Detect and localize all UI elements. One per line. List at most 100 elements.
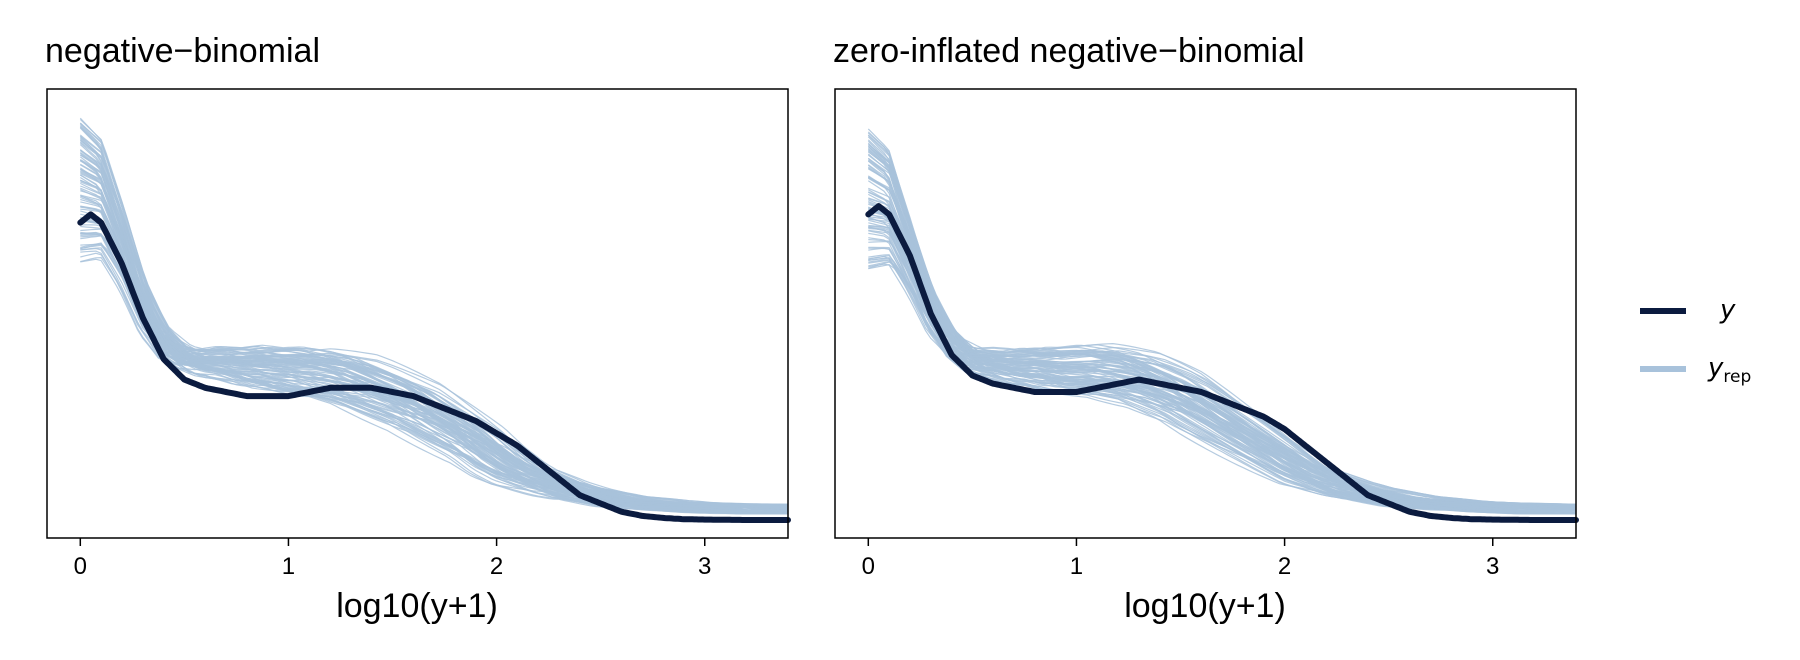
yrep-line [867, 154, 1577, 514]
yrep-line [867, 177, 1577, 508]
yrep-line [80, 206, 788, 515]
yrep-line [868, 254, 1577, 513]
yrep-line [80, 164, 789, 515]
yrep-line [80, 171, 788, 515]
x-axis-title: log10(y+1) [1124, 587, 1286, 625]
yrep-line [80, 231, 788, 515]
x-axis: 0 1 2 3 [862, 538, 1499, 580]
yrep-line [867, 140, 1577, 510]
yrep-line [80, 173, 789, 514]
yrep-line [867, 143, 1577, 510]
yrep-line [80, 182, 788, 508]
yrep-line [80, 243, 789, 510]
yrep-line [867, 145, 1577, 508]
yrep-line [79, 174, 789, 508]
yrep-line [80, 220, 789, 514]
yrep-line [867, 149, 1577, 511]
x-tick-label: 0 [862, 553, 875, 580]
x-tick-label: 1 [282, 553, 295, 580]
yrep-line [867, 148, 1577, 507]
yrep-line [80, 235, 789, 515]
yrep-line [80, 198, 789, 513]
yrep-line [868, 227, 1576, 515]
yrep-line [867, 132, 1576, 515]
yrep-line [79, 124, 789, 511]
panel-zero-inflated-negative-binomial: zero-inflated negative−binomial 0 1 2 3 log… [833, 32, 1579, 625]
yrep-line [868, 254, 1577, 513]
yrep-line [80, 168, 789, 513]
yrep-line [868, 259, 1577, 508]
y-line-group [865, 203, 1579, 523]
x-axis-title: log10(y+1) [336, 587, 498, 625]
yrep-line [867, 135, 1577, 511]
yrep-line [867, 157, 1577, 510]
yrep-line [80, 163, 788, 515]
x-tick-label: 3 [1486, 553, 1499, 580]
yrep-line [80, 217, 788, 509]
yrep-line [79, 144, 788, 508]
yrep-line [79, 138, 789, 507]
yrep-line [79, 160, 788, 515]
yrep-line [79, 137, 789, 509]
yrep-line [868, 260, 1577, 508]
panel-title: negative−binomial [45, 32, 320, 70]
yrep-lines [79, 117, 789, 515]
yrep-line [868, 168, 1577, 515]
yrep-line [79, 140, 788, 515]
yrep-line [79, 152, 788, 515]
yrep-line [867, 131, 1576, 515]
yrep-line [80, 228, 788, 515]
x-tick-label: 1 [1070, 553, 1083, 580]
yrep-lines [867, 128, 1577, 515]
yrep-line [868, 203, 1577, 515]
yrep-line [867, 160, 1577, 507]
yrep-line [867, 128, 1577, 514]
yrep-line [79, 135, 788, 515]
yrep-line [79, 117, 789, 513]
yrep-line [79, 154, 788, 515]
yrep-line [79, 159, 789, 512]
yrep-line [868, 263, 1577, 505]
legend: y yrep [1640, 295, 1751, 387]
yrep-line [79, 134, 789, 514]
yrep-line [79, 139, 788, 515]
legend-yrep-label: yrep [1707, 353, 1751, 387]
yrep-line [79, 169, 788, 508]
y-line [865, 203, 1579, 523]
yrep-line [868, 206, 1577, 507]
yrep-line [79, 149, 789, 513]
x-axis: 0 1 2 3 [74, 538, 711, 580]
yrep-line [868, 257, 1576, 508]
yrep-line [80, 158, 788, 515]
yrep-line [867, 142, 1577, 506]
yrep-line [868, 259, 1577, 508]
yrep-line [867, 145, 1577, 508]
yrep-line [80, 233, 789, 510]
yrep-line [79, 154, 789, 514]
yrep-line [80, 232, 788, 515]
yrep-line [867, 167, 1577, 513]
yrep-line [79, 118, 789, 514]
plot-frame [834, 88, 1577, 539]
yrep-line [867, 160, 1577, 514]
legend-y-label: y [1719, 295, 1736, 325]
yrep-line [79, 159, 789, 515]
yrep-line [867, 166, 1577, 509]
y-line-group [77, 211, 791, 523]
yrep-line [867, 175, 1577, 510]
yrep-line [79, 122, 789, 513]
yrep-line [868, 247, 1577, 515]
yrep-line [867, 164, 1577, 512]
yrep-line [80, 225, 789, 510]
yrep-line [867, 139, 1577, 509]
x-tick-label: 3 [698, 553, 711, 580]
yrep-line [79, 167, 789, 506]
yrep-line [867, 144, 1576, 515]
x-tick-label: 2 [490, 553, 503, 580]
yrep-line [868, 261, 1577, 512]
x-tick-label: 2 [1278, 553, 1291, 580]
yrep-line [79, 150, 789, 513]
panel-title: zero-inflated negative−binomial [833, 32, 1305, 70]
panel-negative-binomial: negative−binomial 0 1 2 3 log10(y+1) [45, 32, 791, 625]
